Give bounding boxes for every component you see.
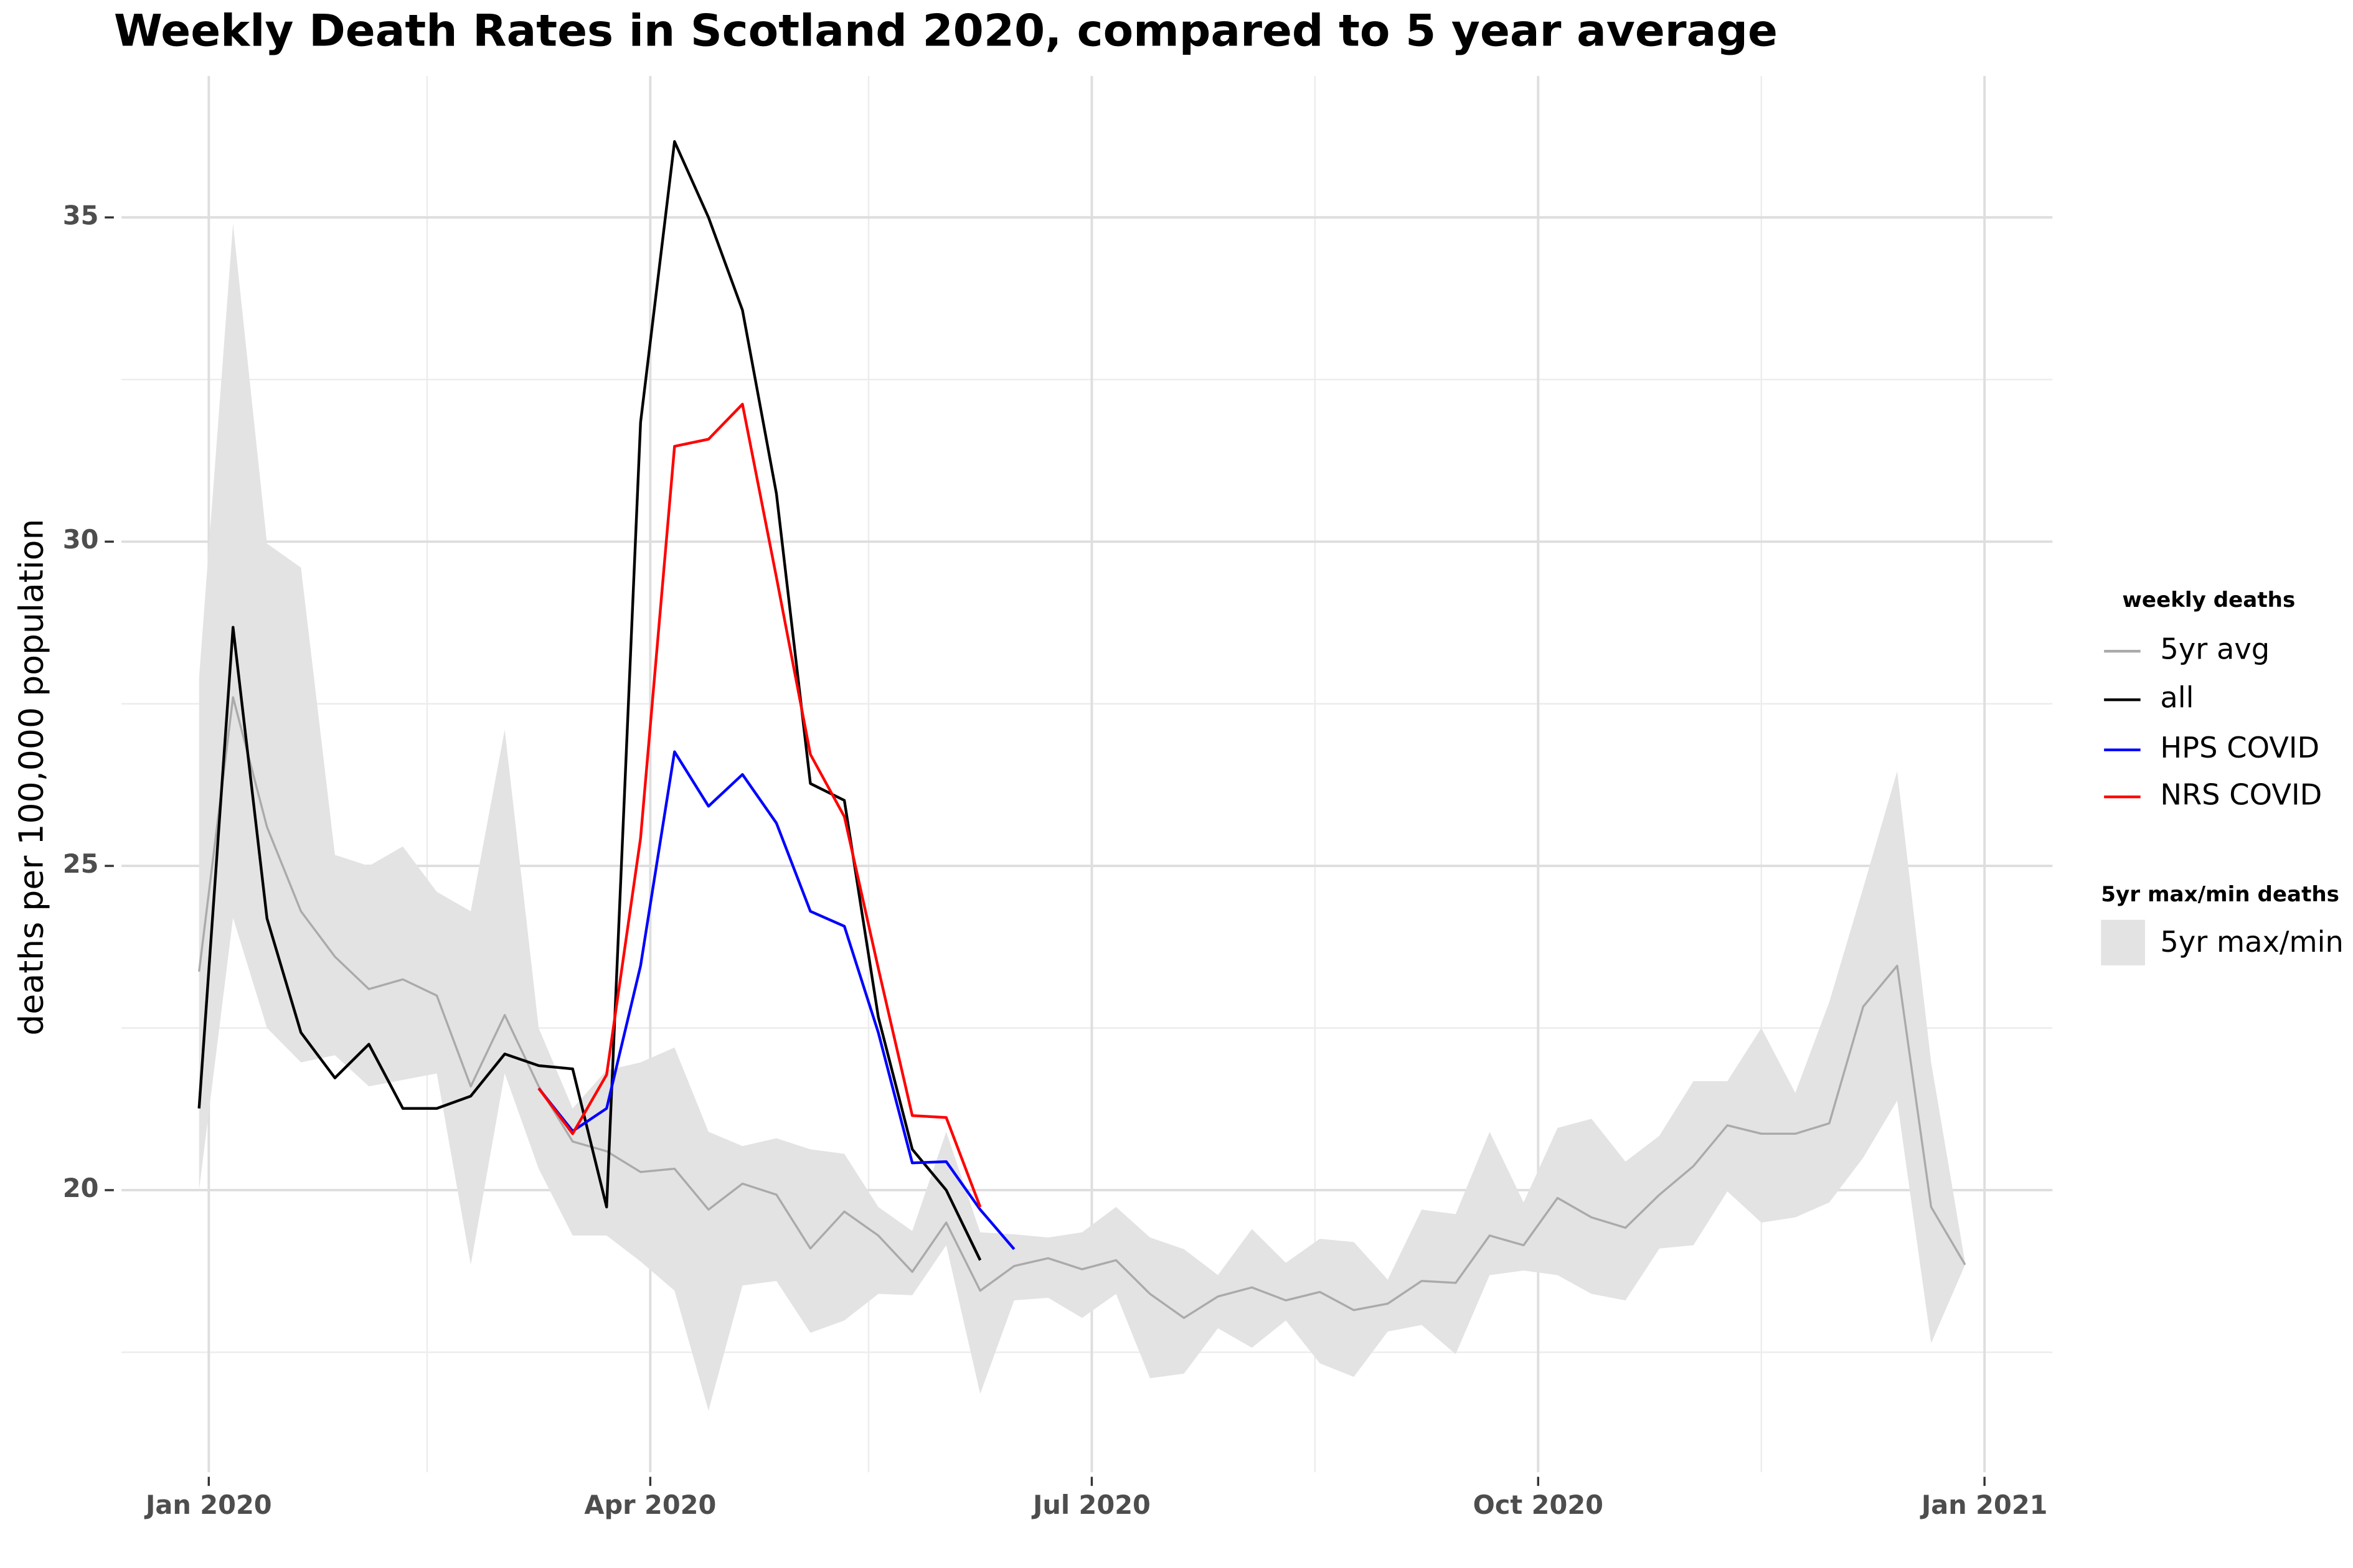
y-tick-label: 20 <box>63 1173 99 1203</box>
series-line <box>537 403 982 1208</box>
x-tick-label: Oct 2020 <box>1473 1490 1603 1520</box>
legend-title: weekly deaths <box>2122 588 2295 613</box>
legend-label: all <box>2160 681 2194 715</box>
y-tick-label: 35 <box>63 200 99 230</box>
series-line <box>537 750 1016 1251</box>
y-tick-label: 30 <box>63 525 99 555</box>
grid: 20 25 30 35 Jan 2020 Apr 2020 Jul 2020 Oct 2020… <box>63 76 2053 1520</box>
y-axis-title: deaths per 100,000 population <box>11 519 50 1035</box>
y-tick-label: 25 <box>63 849 99 879</box>
legend: weekly deaths 5yr max/min deaths 5yr avg… <box>2101 588 2344 965</box>
x-tick-label: Jan 2021 <box>1920 1490 2048 1520</box>
x-tick-label: Jan 2020 <box>144 1490 272 1520</box>
series-line <box>198 696 1966 1319</box>
legend-label: 5yr max/min <box>2160 925 2343 959</box>
legend-swatch <box>2101 919 2145 965</box>
legend-label: NRS COVID <box>2160 778 2322 812</box>
range-band <box>199 223 1966 1411</box>
legend-title: 5yr max/min deaths <box>2101 882 2339 907</box>
legend-label: 5yr avg <box>2160 632 2270 666</box>
x-tick-label: Jul 2020 <box>1031 1490 1151 1520</box>
chart-title: Weekly Death Rates in Scotland 2020, com… <box>114 4 1778 56</box>
legend-label: HPS COVID <box>2160 731 2319 764</box>
plot-area <box>197 140 1966 1411</box>
x-tick-label: Apr 2020 <box>584 1490 716 1520</box>
